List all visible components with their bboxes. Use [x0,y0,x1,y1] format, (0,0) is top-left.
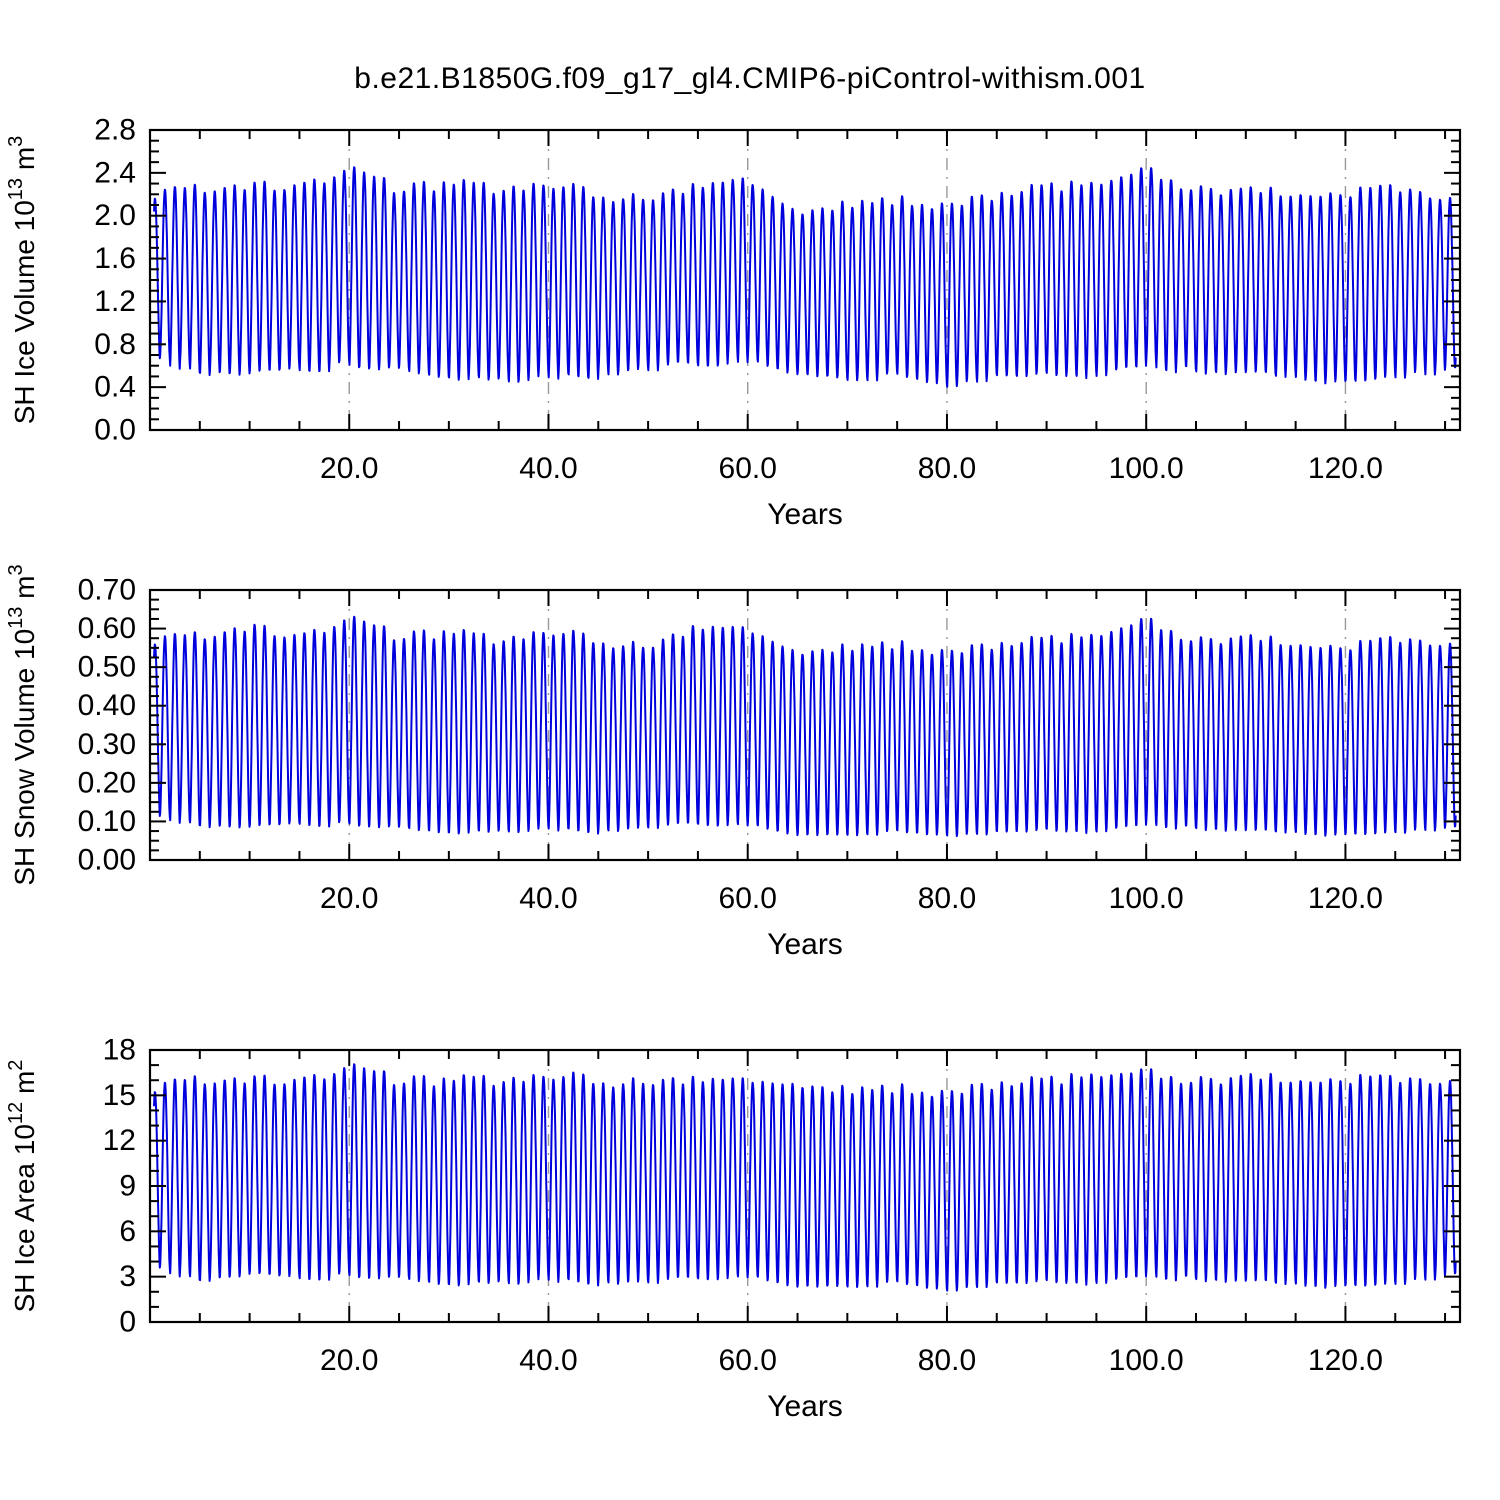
series-line [153,166,1457,388]
y-tick-labels: 0.0 0.4 0.8 1.2 1.6 2.0 2.4 2.8 [94,114,136,447]
x-tick-labels: 20.0 40.0 60.0 80.0 100.0 120.0 [320,882,1383,915]
svg-text:120.0: 120.0 [1308,1344,1383,1377]
svg-text:0.20: 0.20 [78,766,136,799]
y-axis-label: SH Snow Volume 1013 m3 [5,564,40,885]
y-axis-label: SH Ice Area 1012 m2 [5,1060,40,1313]
svg-text:1.2: 1.2 [94,285,136,318]
svg-text:0.8: 0.8 [94,328,136,361]
svg-text:0.30: 0.30 [78,728,136,761]
svg-text:60.0: 60.0 [719,882,777,915]
svg-text:120.0: 120.0 [1308,882,1383,915]
series-line [153,615,1457,838]
svg-text:0.50: 0.50 [78,651,136,684]
svg-text:80.0: 80.0 [918,452,976,485]
svg-text:20.0: 20.0 [320,452,378,485]
svg-text:9: 9 [119,1170,136,1203]
svg-text:100.0: 100.0 [1109,882,1184,915]
x-axis-label: Years [767,1390,843,1423]
svg-text:40.0: 40.0 [519,882,577,915]
x-tick-labels: 20.0 40.0 60.0 80.0 100.0 120.0 [320,452,1383,485]
title-row: b.e21.B1850G.f09_g17_gl4.CMIP6-piControl… [0,0,1500,100]
svg-text:2.0: 2.0 [94,199,136,232]
svg-text:120.0: 120.0 [1308,452,1383,485]
svg-text:18: 18 [103,1034,136,1067]
x-gridlines [348,130,1347,430]
x-axis-label: Years [767,928,843,961]
sh-ice-volume-chart: 0.0 0.4 0.8 1.2 1.6 2.0 2.4 2.8 20.0 40.0 60.0 80.0… [0,100,1500,560]
svg-text:3: 3 [119,1260,136,1293]
svg-text:40.0: 40.0 [519,452,577,485]
svg-text:80.0: 80.0 [918,1344,976,1377]
sh-ice-volume-svg: 0.0 0.4 0.8 1.2 1.6 2.0 2.4 2.8 20.0 40.0 60.0 80.0… [5,114,1462,531]
chart-title: b.e21.B1850G.f09_g17_gl4.CMIP6-piControl… [354,62,1146,95]
axis-ticks [150,589,1460,861]
svg-text:0: 0 [119,1306,136,1339]
sh-ice-area-chart: 0 3 6 9 12 15 18 20.0 40.0 60.0 80.0 100.0 120.0 Year… [0,1020,1500,1480]
svg-text:2.4: 2.4 [94,156,136,189]
svg-text:20.0: 20.0 [320,1344,378,1377]
svg-text:2.8: 2.8 [94,114,136,147]
sh-snow-volume-chart: 0.00 0.10 0.20 0.30 0.40 0.50 0.60 0.70 20.0 40.0… [0,560,1500,1020]
y-tick-labels: 0.00 0.10 0.20 0.30 0.40 0.50 0.60 0.70 [78,574,136,877]
svg-text:0.4: 0.4 [94,371,136,404]
svg-text:60.0: 60.0 [719,452,777,485]
svg-text:100.0: 100.0 [1109,1344,1184,1377]
y-axis-label: SH Ice Volume 1013 m3 [5,136,40,425]
axis-ticks [150,1049,1460,1323]
sh-snow-volume-svg: 0.00 0.10 0.20 0.30 0.40 0.50 0.60 0.70 20.0 40.0… [5,564,1462,961]
svg-text:100.0: 100.0 [1109,452,1184,485]
series-line [153,1063,1457,1292]
svg-text:0.70: 0.70 [78,574,136,607]
sh-ice-area-svg: 0 3 6 9 12 15 18 20.0 40.0 60.0 80.0 100.0 120.0 Year… [5,1034,1462,1423]
svg-text:1.6: 1.6 [94,242,136,275]
svg-text:15: 15 [103,1079,136,1112]
svg-text:0.60: 0.60 [78,612,136,645]
svg-text:0.00: 0.00 [78,844,136,877]
svg-text:60.0: 60.0 [719,1344,777,1377]
x-axis-label: Years [767,498,843,531]
svg-text:40.0: 40.0 [519,1344,577,1377]
svg-text:12: 12 [103,1124,136,1157]
svg-text:0.0: 0.0 [94,414,136,447]
x-tick-labels: 20.0 40.0 60.0 80.0 100.0 120.0 [320,1344,1383,1377]
y-tick-labels: 0 3 6 9 12 15 18 [103,1034,136,1339]
svg-text:80.0: 80.0 [918,882,976,915]
svg-text:0.40: 0.40 [78,689,136,722]
svg-text:6: 6 [119,1215,136,1248]
axis-ticks [150,129,1460,431]
svg-text:0.10: 0.10 [78,805,136,838]
svg-text:20.0: 20.0 [320,882,378,915]
